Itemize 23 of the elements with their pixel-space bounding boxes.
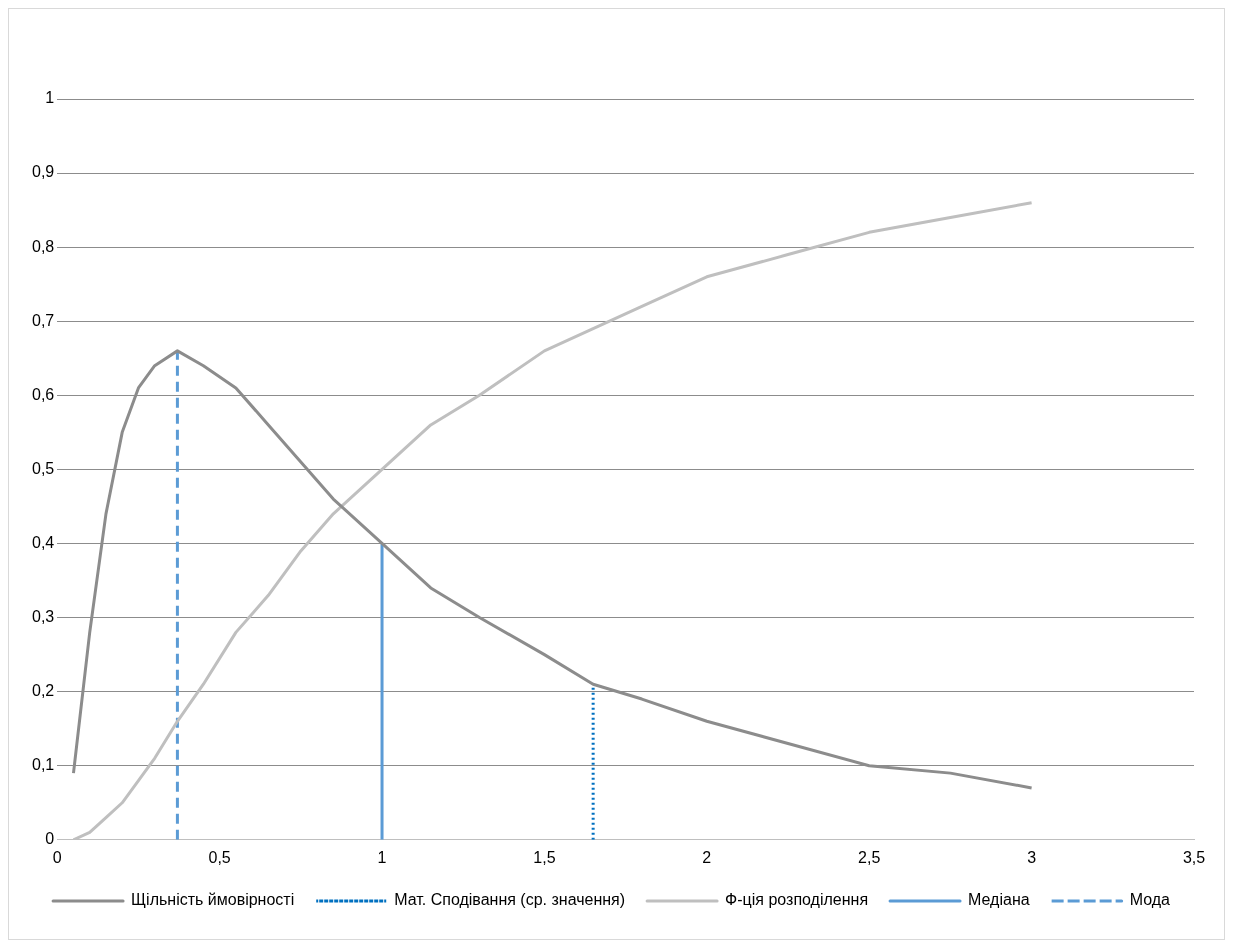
x-tick-label: 0,5 (208, 848, 231, 866)
x-tick-label: 1,5 (533, 848, 556, 866)
legend-label: Медіана (968, 891, 1030, 909)
y-tick-label: 0,3 (31, 607, 55, 625)
y-tick-label: 0,7 (31, 311, 55, 329)
y-tick-label: 0,9 (31, 163, 55, 181)
x-tick-label: 2,5 (858, 848, 881, 866)
y-tick-label: 0 (45, 830, 55, 848)
x-tick-label: 1 (377, 848, 387, 866)
y-tick-label: 0,4 (31, 533, 55, 551)
legend-label: Ф-ція розподілення (725, 891, 869, 909)
legend-label: Мат. Сподівання (ср. значення) (394, 891, 626, 909)
x-tick-label: 3,5 (1182, 848, 1206, 866)
y-tick-label: 1 (45, 89, 55, 107)
y-tick-label: 0,6 (31, 385, 55, 403)
legend-label: Щільність ймовірності (131, 891, 295, 909)
legend-label: Мода (1129, 891, 1171, 909)
y-tick-label: 0,1 (31, 756, 55, 774)
y-tick-label: 0,8 (31, 237, 55, 255)
x-tick-label: 2 (702, 848, 712, 866)
y-tick-label: 0,2 (31, 682, 55, 700)
x-tick-label: 3 (1027, 848, 1037, 866)
y-tick-label: 0,5 (31, 459, 55, 477)
